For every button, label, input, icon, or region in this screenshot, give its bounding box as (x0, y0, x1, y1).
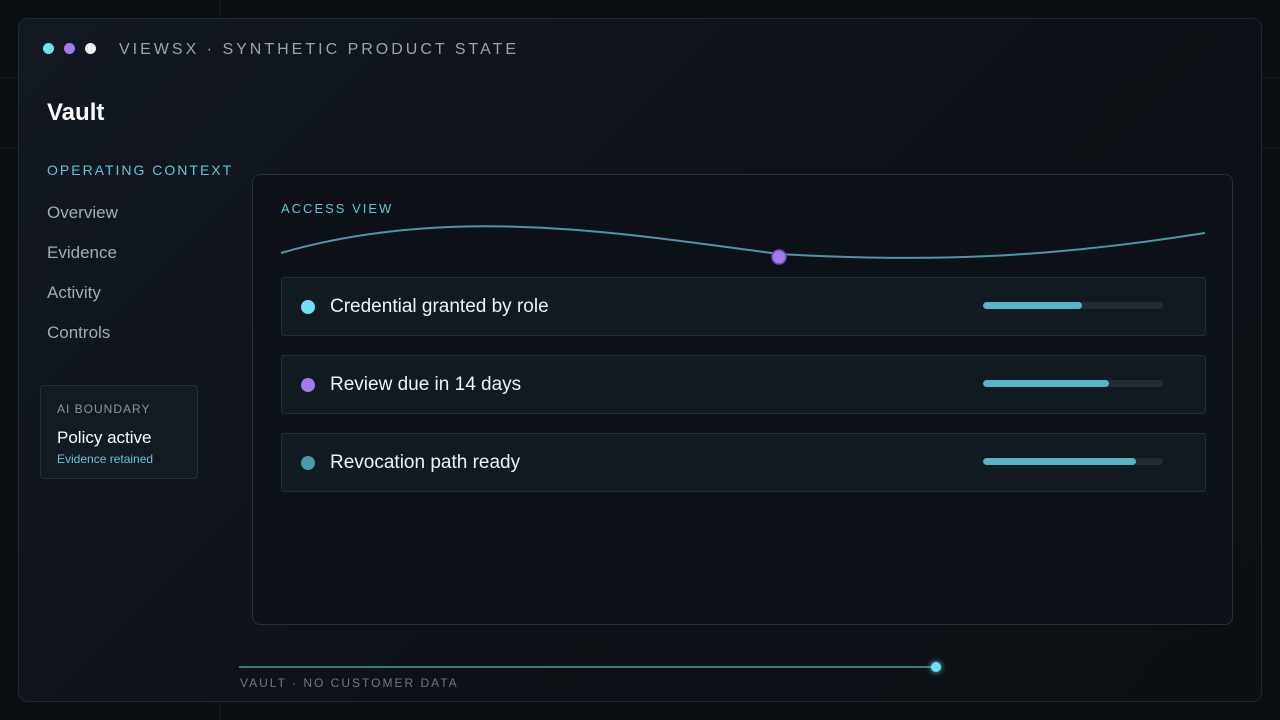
footer-text: VAULT · NO CUSTOMER DATA (240, 676, 459, 690)
status-dot-icon (301, 378, 315, 392)
access-row-label: Credential granted by role (330, 296, 549, 317)
access-wave-marker[interactable] (771, 249, 787, 265)
status-dot-icon (301, 456, 315, 470)
access-wave-line (280, 225, 1206, 259)
panel-label: ACCESS VIEW (281, 201, 394, 216)
window-controls (43, 43, 96, 54)
sidebar-item-evidence[interactable]: Evidence (47, 243, 117, 262)
access-row-progress-fill (983, 458, 1136, 465)
app-window: VIEWSX · SYNTHETIC PRODUCT STATE Vault O… (18, 18, 1262, 702)
access-row-progress-fill (983, 302, 1082, 309)
access-row-label: Review due in 14 days (330, 374, 522, 395)
sidebar-item-controls[interactable]: Controls (47, 323, 111, 342)
ai-boundary-subtext: Evidence retained (57, 452, 154, 466)
ai-boundary-status: Policy active (57, 428, 152, 447)
access-row-progress (983, 380, 1163, 387)
access-row-progress (983, 458, 1163, 465)
sidebar-item-activity[interactable]: Activity (47, 283, 101, 302)
sidebar-item-overview[interactable]: Overview (47, 203, 118, 222)
footer-progress-line (239, 666, 937, 668)
ai-boundary-card: AI BOUNDARY Policy active Evidence retai… (40, 385, 198, 479)
sidebar-section-label: OPERATING CONTEXT (47, 162, 234, 178)
access-wave-chart (280, 225, 1206, 265)
window-dot-white[interactable] (85, 43, 96, 54)
window-title: VIEWSX · SYNTHETIC PRODUCT STATE (119, 41, 520, 58)
window-dot-purple[interactable] (64, 43, 75, 54)
access-row-label: Revocation path ready (330, 452, 521, 473)
ai-boundary-label: AI BOUNDARY (57, 402, 151, 416)
window-dot-cyan[interactable] (43, 43, 54, 54)
access-row-progress (983, 302, 1163, 309)
app-title: Vault (47, 99, 105, 126)
access-row[interactable]: Review due in 14 days (281, 355, 1206, 414)
access-view-panel: ACCESS VIEW Credential granted by role R… (252, 174, 1233, 625)
footer-progress-knob[interactable] (931, 662, 941, 672)
access-row[interactable]: Revocation path ready (281, 433, 1206, 492)
access-row-progress-fill (983, 380, 1109, 387)
access-row[interactable]: Credential granted by role (281, 277, 1206, 336)
sidebar-nav: Overview Evidence Activity Controls (47, 203, 118, 363)
status-dot-icon (301, 300, 315, 314)
